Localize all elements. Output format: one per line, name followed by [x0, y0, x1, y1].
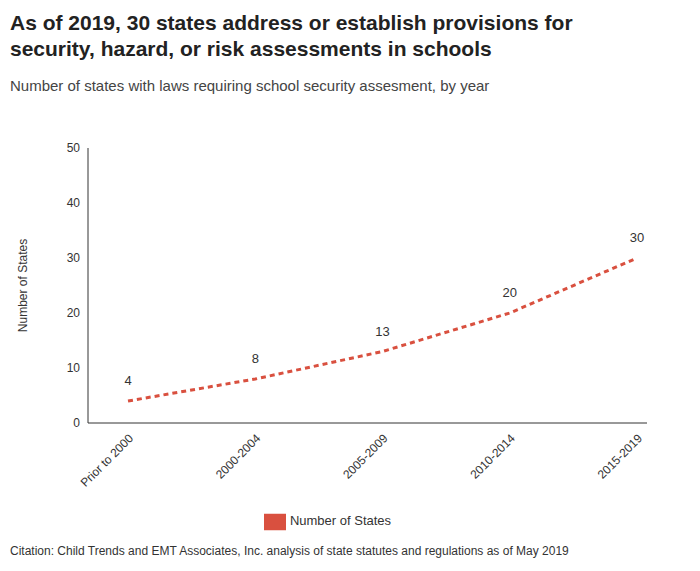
- html-text:As of 2019, 30 states address: As of 2019, 30 states address or establi…: [10, 11, 573, 60]
- svg-text:13: 13: [375, 324, 389, 339]
- svg-text:2015-2019: 2015-2019: [595, 431, 646, 482]
- html-text:Number of States: Number of States: [289, 513, 392, 529]
- svg-text:0: 0: [73, 416, 80, 430]
- svg-text:8: 8: [252, 351, 259, 366]
- svg-text:2010-2014: 2010-2014: [467, 431, 518, 482]
- svg-text:40: 40: [67, 196, 81, 210]
- svg-text:Number of States: Number of States: [16, 239, 30, 332]
- svg-text:30: 30: [67, 251, 81, 265]
- svg-text:Prior to 2000: Prior to 2000: [78, 431, 137, 490]
- svg-text:20: 20: [67, 306, 81, 320]
- svg-text:2005-2009: 2005-2009: [340, 431, 391, 482]
- svg-text:50: 50: [67, 141, 81, 155]
- svg-text:4: 4: [124, 373, 131, 388]
- svg-text:10: 10: [67, 361, 81, 375]
- html-text:Number of states with laws req: Number of states with laws requiring sch…: [10, 77, 490, 94]
- svg-text:2000-2004: 2000-2004: [213, 431, 264, 482]
- svg-text:30: 30: [630, 230, 644, 245]
- svg-text:20: 20: [503, 285, 517, 300]
- html-text:Citation: Child Trends and EMT: Citation: Child Trends and EMT Associate…: [10, 544, 569, 558]
